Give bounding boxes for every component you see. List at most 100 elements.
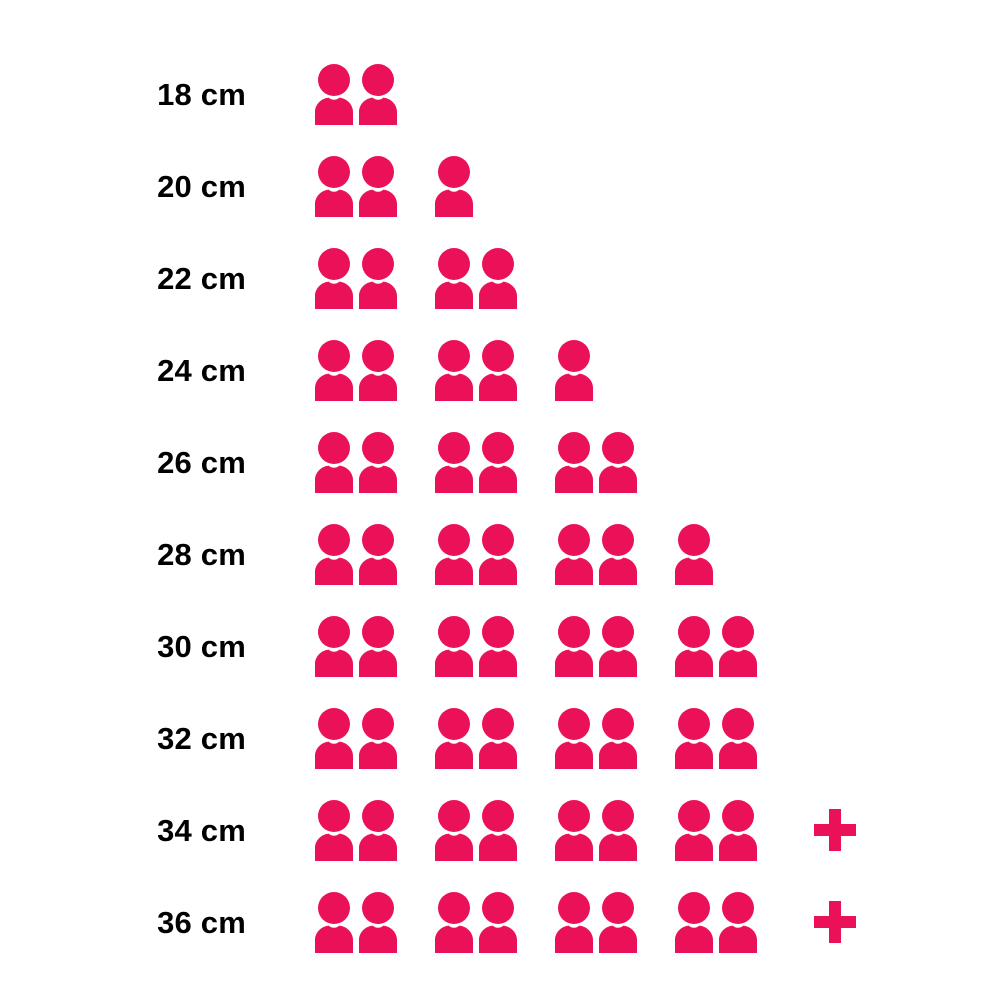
icon-pair	[672, 891, 760, 953]
person-icon	[476, 707, 520, 769]
person-icon	[432, 799, 476, 861]
row-icon-group	[312, 707, 760, 769]
icon-pair	[312, 891, 400, 953]
pictogram-row: 22 cm	[0, 232, 1000, 324]
row-icon-group	[312, 431, 640, 493]
icon-pair	[312, 523, 400, 585]
row-label-22-cm: 22 cm	[157, 260, 246, 296]
person-icon	[356, 155, 400, 217]
icon-pair	[312, 431, 400, 493]
person-icon	[356, 63, 400, 125]
row-label-32-cm: 32 cm	[157, 720, 246, 756]
person-icon	[312, 339, 356, 401]
person-icon	[672, 615, 716, 677]
icon-pair	[432, 247, 520, 309]
person-icon	[596, 707, 640, 769]
person-icon	[476, 799, 520, 861]
person-icon	[716, 615, 760, 677]
person-icon	[672, 891, 716, 953]
icon-pair	[672, 799, 760, 861]
person-icon	[356, 523, 400, 585]
person-icon	[552, 707, 596, 769]
person-icon	[356, 339, 400, 401]
person-icon	[596, 431, 640, 493]
person-icon	[312, 891, 356, 953]
person-icon	[716, 799, 760, 861]
row-icon-group	[312, 339, 596, 401]
person-icon	[356, 247, 400, 309]
person-icon	[552, 799, 596, 861]
person-icon	[312, 523, 356, 585]
row-label-24-cm: 24 cm	[157, 352, 246, 388]
icon-pair	[432, 431, 520, 493]
person-icon	[476, 247, 520, 309]
person-icon	[476, 891, 520, 953]
person-icon	[476, 523, 520, 585]
person-icon	[432, 247, 476, 309]
person-icon	[596, 523, 640, 585]
pictogram-row: 28 cm	[0, 508, 1000, 600]
pictogram-row: 18 cm	[0, 48, 1000, 140]
person-icon	[312, 63, 356, 125]
pictogram-row: 34 cm	[0, 784, 1000, 876]
person-icon	[312, 615, 356, 677]
icon-pair	[552, 615, 640, 677]
icon-pair	[312, 339, 400, 401]
icon-pair	[432, 707, 520, 769]
icon-pair	[312, 247, 400, 309]
row-icon-group	[312, 155, 476, 217]
row-label-20-cm: 20 cm	[157, 168, 246, 204]
person-icon	[476, 615, 520, 677]
person-icon	[432, 891, 476, 953]
person-icon	[716, 707, 760, 769]
icon-pair	[552, 799, 640, 861]
icon-pair	[672, 615, 760, 677]
row-label-18-cm: 18 cm	[157, 76, 246, 112]
row-icon-group	[312, 63, 400, 125]
icon-pair	[312, 155, 400, 217]
person-icon	[476, 431, 520, 493]
person-icon	[476, 339, 520, 401]
pictogram-row: 32 cm	[0, 692, 1000, 784]
row-label-36-cm: 36 cm	[157, 904, 246, 940]
row-label-26-cm: 26 cm	[157, 444, 246, 480]
person-icon	[552, 431, 596, 493]
icon-pair	[432, 615, 520, 677]
person-icon	[432, 155, 476, 217]
icon-pair	[552, 339, 596, 401]
person-icon	[432, 431, 476, 493]
icon-pair	[672, 707, 760, 769]
icon-pair	[552, 707, 640, 769]
row-icon-group	[312, 799, 856, 861]
icon-pair	[552, 523, 640, 585]
person-icon	[432, 615, 476, 677]
icon-pair	[432, 799, 520, 861]
row-icon-group	[312, 891, 856, 953]
person-icon	[596, 615, 640, 677]
row-label-34-cm: 34 cm	[157, 812, 246, 848]
icon-pair	[312, 799, 400, 861]
person-icon	[596, 799, 640, 861]
person-icon	[312, 247, 356, 309]
icon-pair	[432, 155, 476, 217]
pictogram-row: 20 cm	[0, 140, 1000, 232]
person-icon	[672, 799, 716, 861]
pictogram-row: 36 cm	[0, 876, 1000, 968]
person-icon	[672, 523, 716, 585]
row-icon-group	[312, 523, 716, 585]
person-icon	[432, 339, 476, 401]
person-icon	[672, 707, 716, 769]
row-icon-group	[312, 615, 760, 677]
row-icon-group	[312, 247, 520, 309]
person-icon	[716, 891, 760, 953]
person-icon	[552, 891, 596, 953]
person-icon	[356, 431, 400, 493]
icon-pair	[432, 891, 520, 953]
person-icon	[312, 431, 356, 493]
icon-pair	[552, 431, 640, 493]
icon-pair	[312, 707, 400, 769]
pictogram-row: 26 cm	[0, 416, 1000, 508]
pictogram-row-list: 18 cm 20 cm 22 cm 24 cm 26 cm 28 cm 30 cm 32 cm…	[0, 48, 1000, 968]
person-icon	[432, 523, 476, 585]
